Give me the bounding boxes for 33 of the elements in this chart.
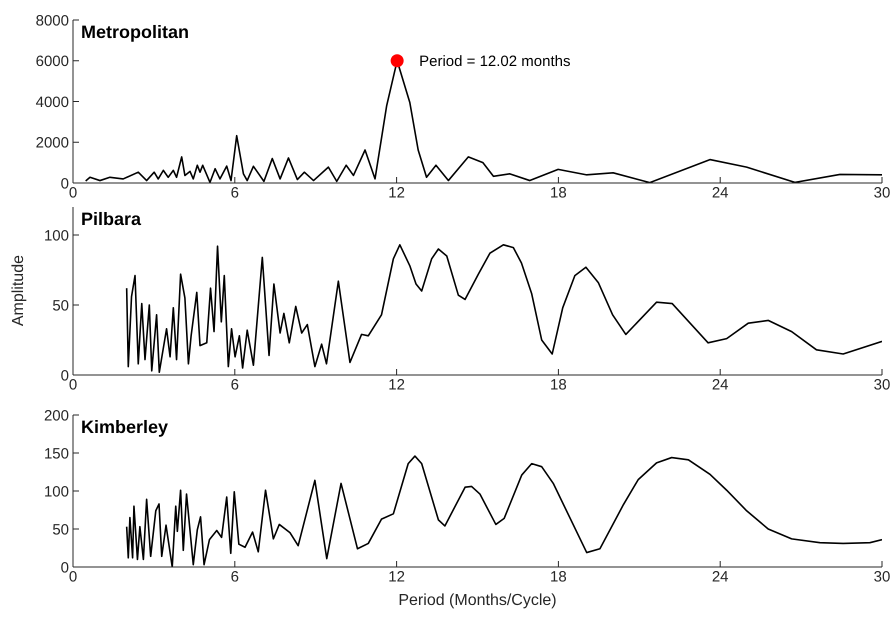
x-tick-label: 24 xyxy=(712,568,729,586)
x-tick-label: 18 xyxy=(550,184,567,202)
x-tick-label: 24 xyxy=(712,376,729,394)
line-series xyxy=(126,455,882,567)
y-tick-label: 100 xyxy=(44,227,69,244)
y-tick-label: 150 xyxy=(44,445,69,462)
y-axis-title: Amplitude xyxy=(10,255,28,327)
x-tick-label: 6 xyxy=(230,376,239,394)
x-tick-label: 30 xyxy=(874,376,890,394)
x-tick-label: 12 xyxy=(388,376,405,394)
y-tick-label: 200 xyxy=(44,407,69,424)
y-tick-label: 50 xyxy=(52,521,69,538)
y-tick-label: 6000 xyxy=(36,53,69,70)
x-tick-label: 18 xyxy=(550,568,567,586)
y-tick-label: 100 xyxy=(44,483,69,500)
x-tick-label: 12 xyxy=(388,568,405,586)
y-tick-label: 50 xyxy=(52,297,69,314)
chart-title: Pilbara xyxy=(81,209,142,230)
x-tick-label: 30 xyxy=(874,568,890,586)
y-tick-label: 4000 xyxy=(36,94,69,111)
x-axis-title: Period (Months/Cycle) xyxy=(397,592,558,610)
x-tick-label: 24 xyxy=(712,184,729,202)
x-tick-label: 30 xyxy=(874,184,890,202)
chart-title: Metropolitan xyxy=(81,22,189,43)
x-tick-label: 12 xyxy=(388,184,405,202)
chart-title: Kimberley xyxy=(81,417,168,438)
x-tick-label: 6 xyxy=(230,568,239,586)
x-tick-label: 18 xyxy=(550,376,567,394)
line-series xyxy=(126,244,882,373)
y-tick-label: 8000 xyxy=(36,12,69,30)
y-tick-label: 2000 xyxy=(36,134,69,152)
annotation: Period = 12.02 months xyxy=(419,53,570,70)
x-tick-label: 6 xyxy=(230,184,239,202)
